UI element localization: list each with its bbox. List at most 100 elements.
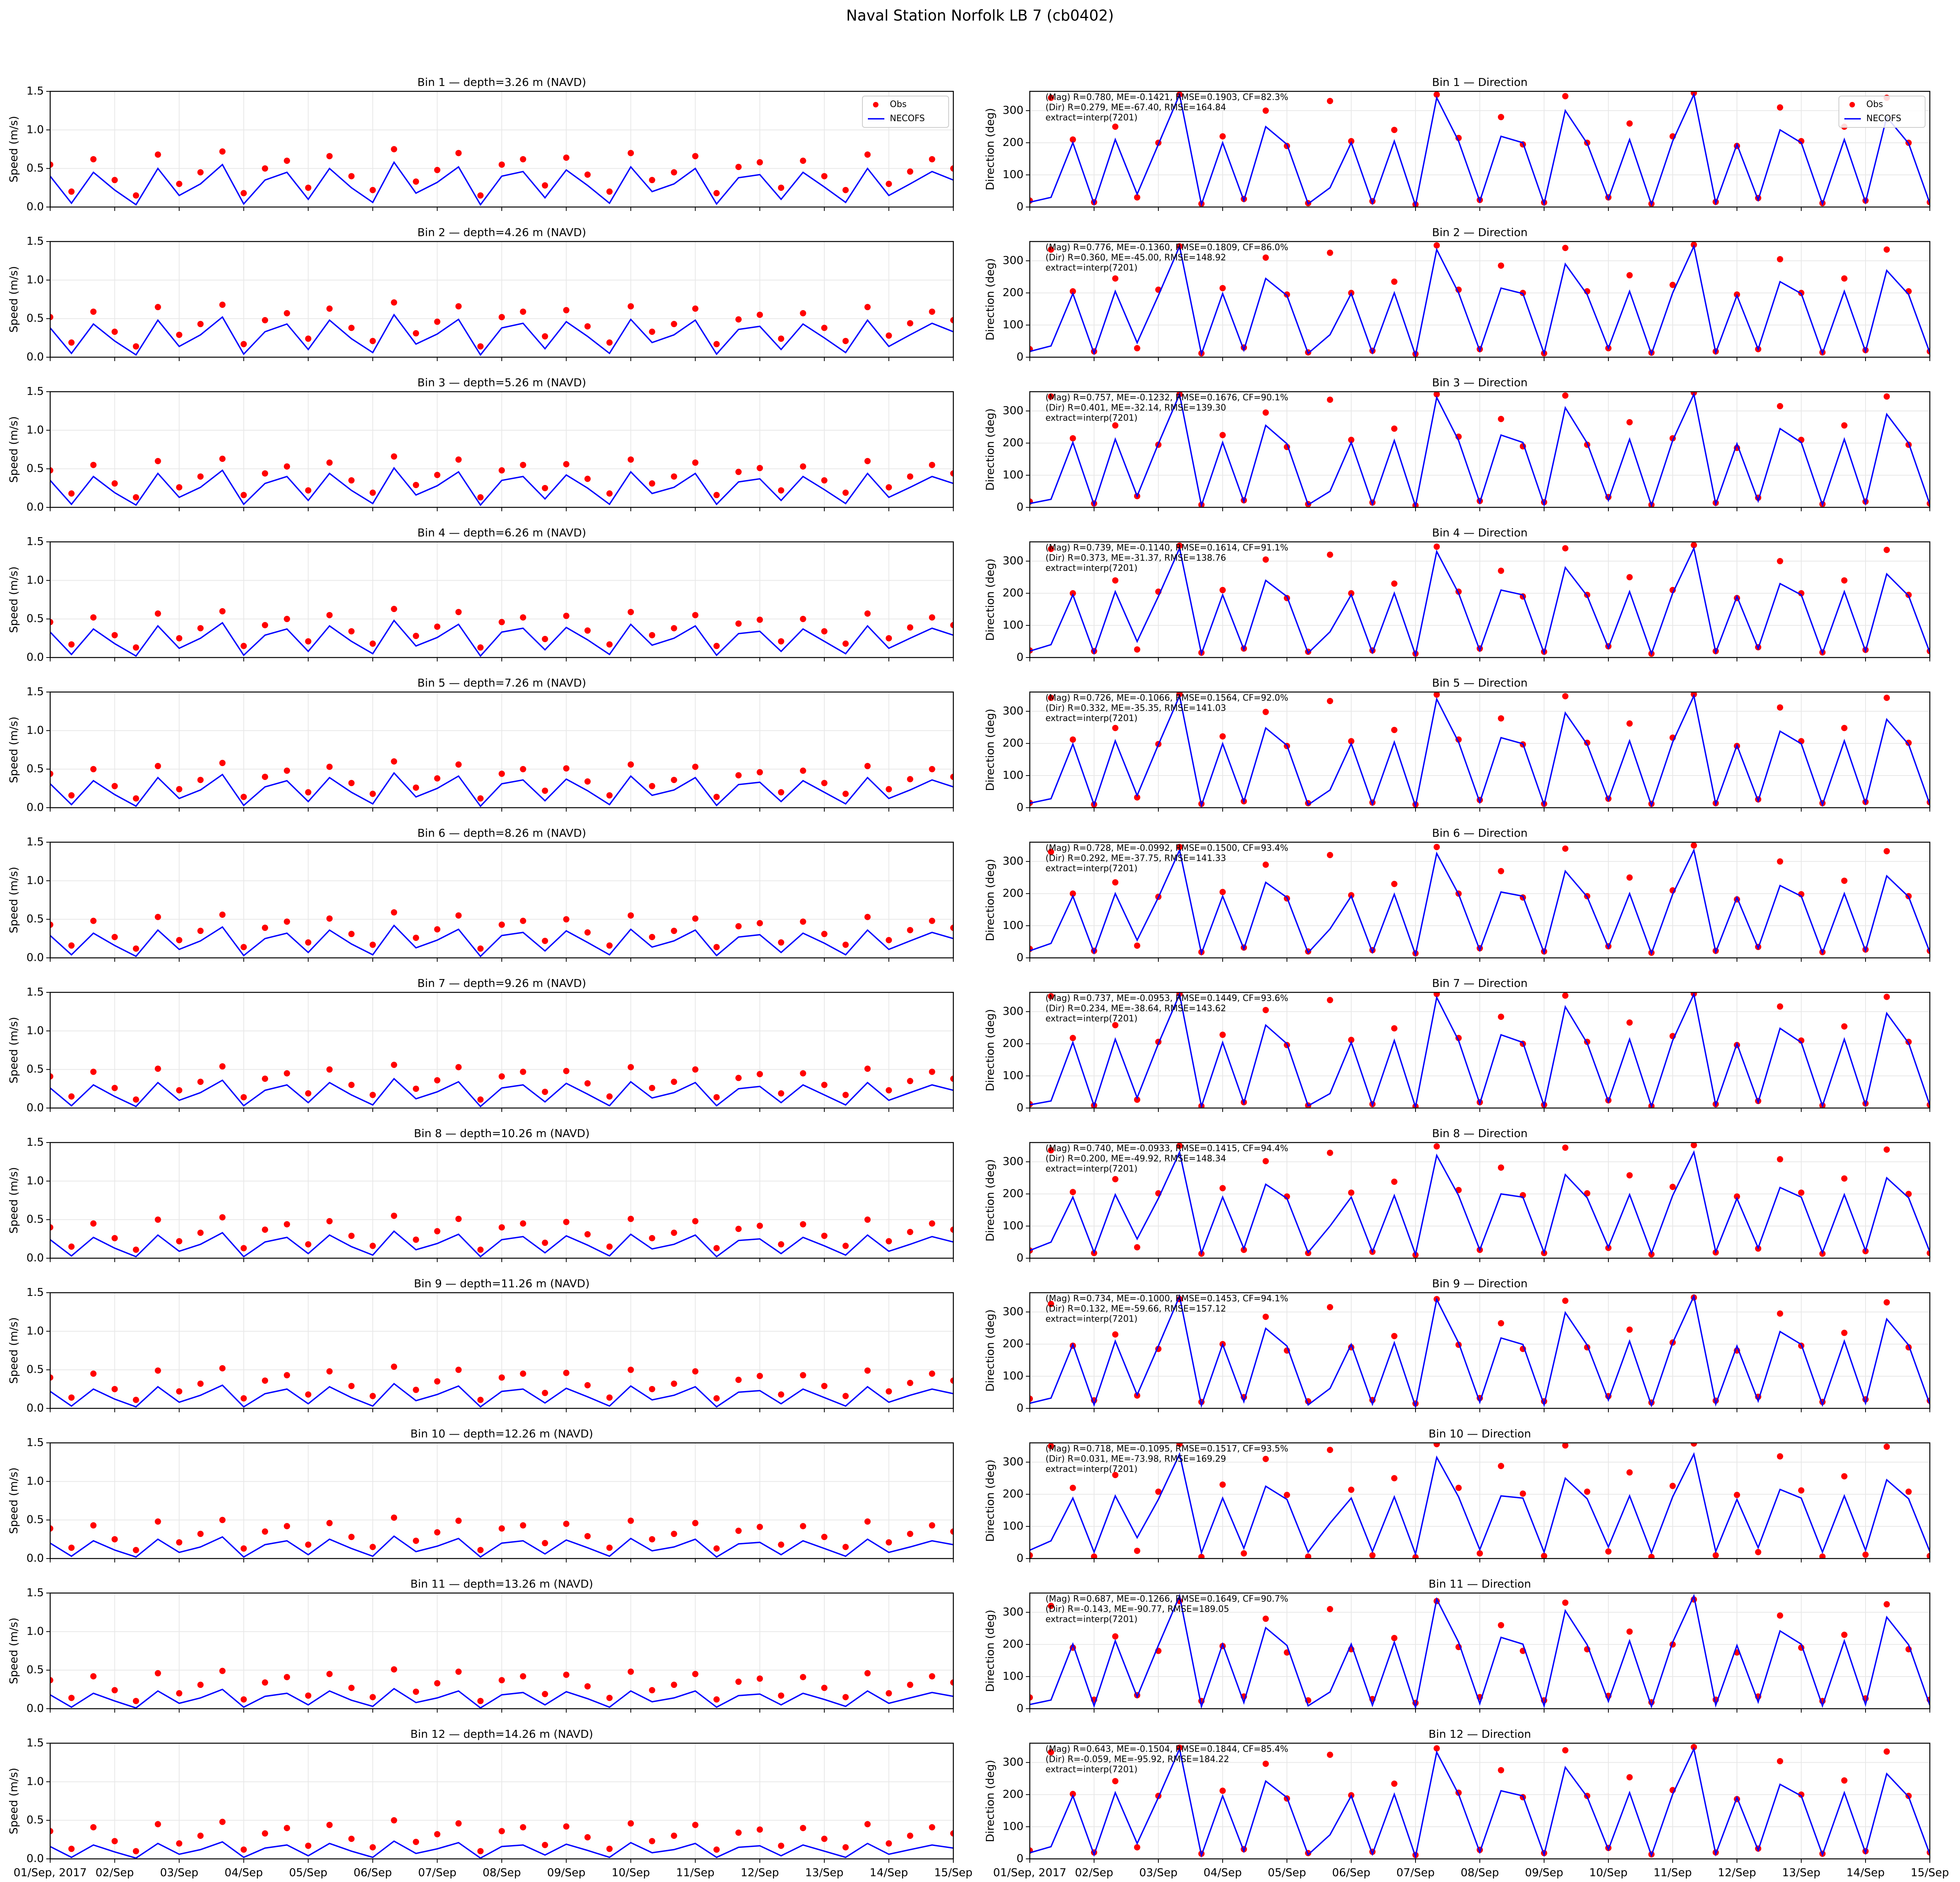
obs-point [1777,1003,1783,1010]
obs-point [1434,91,1440,98]
obs-point [305,1692,312,1699]
obs-point [950,317,953,323]
obs-point [950,1377,953,1384]
y-tick-label: 300 [1003,1155,1024,1168]
obs-point [671,1079,677,1085]
obs-point [1584,1488,1590,1495]
obs-point [90,1824,97,1831]
obs-point [1348,590,1354,597]
y-tick-label: 1.0 [26,1024,44,1037]
obs-point [90,614,97,621]
obs-point [1112,725,1119,731]
obs-point [283,158,290,164]
y-tick-label: 0.0 [26,1101,44,1114]
y-tick-label: 1.5 [26,84,44,97]
obs-point [542,1842,548,1848]
obs-point [757,465,763,471]
obs-point [800,158,806,164]
subplot-title: Bin 11 — Direction [1428,1577,1531,1590]
plot-area [50,909,953,957]
obs-point [1391,1333,1397,1339]
y-tick-label: 300 [1003,1305,1024,1318]
obs-point [90,1068,97,1075]
obs-point [606,641,613,648]
y-axis-label: Speed (m/s) [7,717,20,783]
obs-point [1091,1553,1097,1559]
y-axis-label: Direction (deg) [984,1760,996,1842]
stats-annotation: (Mag) R=0.687, ME=-0.1266, RMSE=0.1649, … [1045,1594,1288,1604]
obs-point [219,1365,226,1372]
y-tick-label: 0 [1016,801,1024,814]
legend-box [1838,96,1926,128]
plot-area [50,146,953,206]
obs-point [628,1668,634,1675]
y-tick-label: 100 [1003,1820,1024,1833]
obs-point [240,944,247,950]
y-tick-label: 0.0 [26,200,44,213]
obs-point [1262,1007,1269,1014]
obs-point [584,627,591,634]
obs-point [886,786,892,792]
obs-point [348,477,355,484]
obs-point [929,156,935,163]
obs-point [821,1835,828,1842]
obs-point [692,1671,699,1677]
obs-point [606,1846,613,1852]
subplot-title: Bin 11 — depth=13.26 m (NAVD) [410,1577,593,1590]
y-axis-label: Direction (deg) [984,1159,996,1241]
obs-point [735,1829,742,1836]
obs-point [219,148,226,155]
obs-point [628,303,634,310]
obs-point [1841,877,1847,884]
obs-point [929,1068,935,1075]
stats-annotation: extract=interp(7201) [1045,1314,1138,1324]
obs-point [735,1226,742,1232]
obs-point [1348,1037,1354,1043]
obs-point [713,341,720,347]
axes-frame [49,541,954,658]
y-axis-label: Direction (deg) [984,408,996,490]
model-line [50,1077,953,1108]
obs-point [262,925,269,931]
obs-point [1477,1550,1483,1557]
obs-point [1884,246,1890,253]
obs-point [283,1070,290,1077]
obs-point [778,184,784,191]
obs-point [886,1690,892,1697]
obs-point [649,783,655,789]
obs-point [50,467,53,474]
obs-point [929,1220,935,1227]
subplot: 0.0 0.5 1.0 1.5 Bin 7 — depth=9.26 m (NAVD) S… [7,977,954,1114]
obs-point [606,1394,613,1401]
x-tick-label: 12/Sep [1718,1866,1756,1879]
obs-point [1562,1297,1569,1304]
obs-point [369,790,376,797]
y-axis-label: Speed (m/s) [7,116,20,183]
axes-frame [49,992,954,1109]
obs-point [369,1393,376,1399]
obs-point [326,1368,333,1375]
obs-point [1777,858,1783,865]
obs-point [499,921,505,928]
obs-point [434,623,441,630]
y-tick-label: 1.5 [26,234,44,247]
axes-frame [1029,1292,1931,1409]
obs-point [907,776,913,783]
obs-point [864,1670,871,1677]
obs-point [950,165,953,172]
obs-point [197,1230,204,1236]
obs-point [1712,1552,1719,1559]
y-axis-label: Speed (m/s) [7,266,20,333]
subplot-title: Bin 10 — Direction [1428,1427,1531,1440]
x-tick-label: 03/Sep [160,1866,198,1879]
y-tick-label: 0.0 [26,1852,44,1865]
obs-point [606,188,613,195]
obs-point [649,1235,655,1241]
obs-point [1626,574,1633,581]
obs-point [1176,542,1183,549]
y-axis-label: Direction (deg) [984,1309,996,1392]
obs-point [219,1063,226,1070]
model-line [50,1840,953,1859]
obs-point [1605,1548,1612,1555]
